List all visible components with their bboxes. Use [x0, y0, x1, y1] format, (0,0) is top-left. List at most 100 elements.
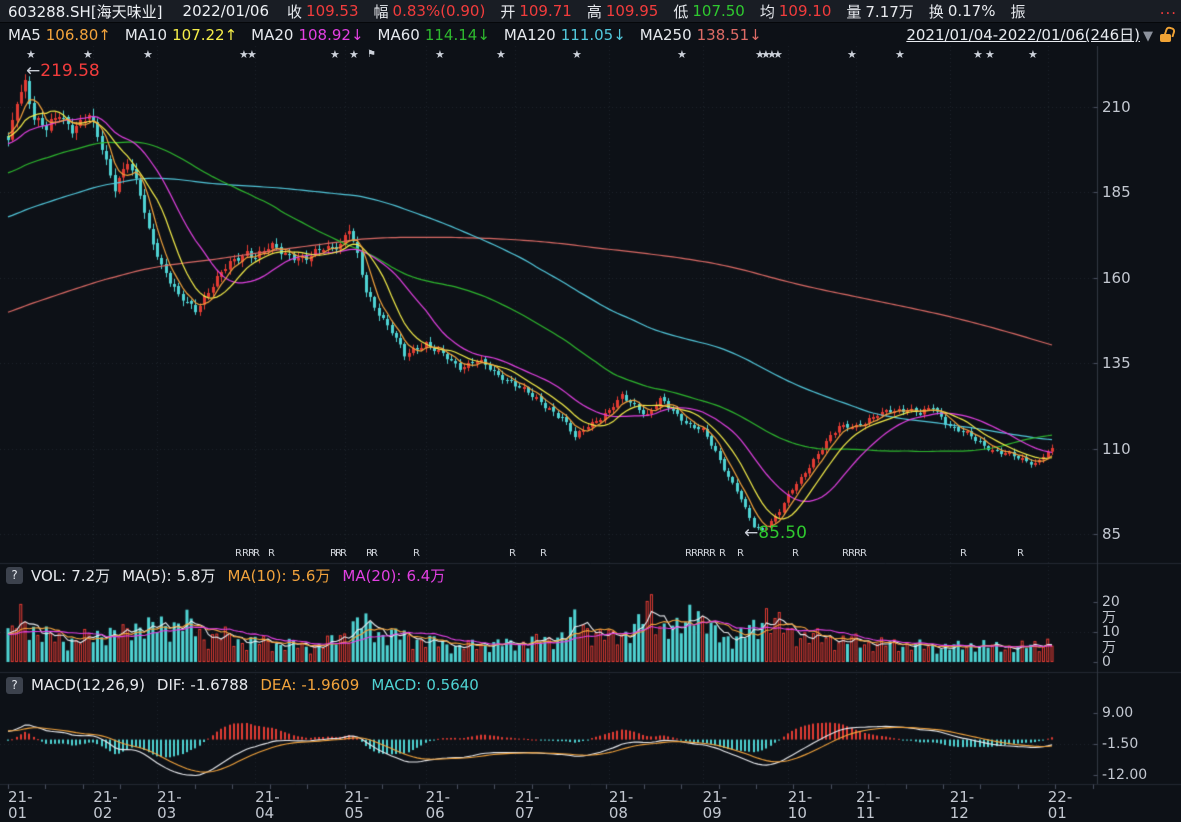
r-marker: R	[685, 548, 692, 559]
time-tick-label: 21-05	[344, 788, 370, 822]
r-marker: R	[330, 548, 337, 559]
macd-name: MACD(12,26,9)	[31, 676, 145, 694]
field-label: 均	[759, 2, 775, 21]
ma-value: 107.22↑	[172, 26, 238, 44]
star-icon: ★	[677, 48, 687, 61]
r-marker: R	[709, 548, 716, 559]
star-icon: ★	[239, 48, 249, 61]
vol-ma10-value: 5.6万	[291, 566, 331, 585]
ma-legend-item: MA60 114.14↓	[378, 26, 490, 44]
axis-tick-label: 110	[1102, 439, 1131, 458]
left-arrow-icon: ←	[744, 523, 759, 543]
ma-label: MA10	[124, 26, 168, 44]
quote-fields: 收 109.53 幅 0.83%(0.90) 开 109.71 高 109.95 低 107.50…	[287, 1, 1044, 22]
field-label: 开	[500, 2, 516, 21]
high-price-value: 219.58	[40, 61, 100, 81]
r-marker: R	[960, 548, 967, 559]
axis-tick-label: 160	[1102, 268, 1131, 287]
axis-tick-label: 185	[1102, 183, 1131, 202]
field-value: 0.17%	[947, 2, 996, 20]
quote-field: 振	[1010, 1, 1029, 22]
field-label: 低	[673, 2, 689, 21]
field-value: 109.10	[778, 2, 832, 20]
ma-legend-item: MA5 106.80↑	[8, 26, 111, 44]
quote-field: 均 109.10	[760, 1, 832, 22]
star-icon: ★	[755, 48, 765, 61]
ma-value: 114.14↓	[424, 26, 490, 44]
ma-value: 108.92↓	[298, 26, 364, 44]
axis-tick-label: 85	[1102, 525, 1122, 543]
ma-value: 111.05↓	[560, 26, 626, 44]
dea-value: -1.9609	[301, 676, 360, 694]
dif-label: DIF:	[156, 676, 186, 694]
quote-field: 量 7.17万	[846, 1, 913, 22]
field-value: 107.50	[692, 2, 745, 20]
help-icon[interactable]: ?	[6, 676, 23, 694]
star-icon: ★	[847, 48, 857, 61]
r-marker: R	[1017, 548, 1024, 559]
left-arrow-icon: ←	[26, 61, 41, 81]
ma-legend-item: MA120 111.05↓	[504, 26, 626, 44]
dea-label: DEA:	[260, 676, 297, 694]
r-marker: R	[268, 548, 275, 559]
r-marker: R	[842, 548, 849, 559]
help-icon[interactable]: ?	[6, 566, 23, 584]
r-marker: R	[366, 548, 373, 559]
chevron-down-icon[interactable]: ▼	[1143, 29, 1153, 44]
star-icon: ★	[767, 48, 777, 61]
dif-value: -1.6788	[190, 676, 249, 694]
field-value: 109.95	[605, 2, 659, 20]
ma-legend-bar: MA5 106.80↑ MA10 107.22↑ MA20 108.92↓ MA60 114.…	[0, 24, 1181, 46]
quote-field: 幅 0.83%(0.90)	[374, 1, 486, 22]
low-price-value: 85.50	[758, 523, 807, 543]
macd-label: MACD:	[371, 676, 422, 694]
volume-panel-header: ? VOL: 7.2万 MA(5): 5.8万 MA(10): 5.6万 MA(20)…	[0, 564, 1097, 586]
star-icon: ★	[973, 48, 983, 61]
star-icon: ★	[247, 48, 257, 61]
r-marker: R	[248, 548, 255, 559]
high-price-annotation: ←219.58	[26, 61, 100, 81]
field-value: 0.83%(0.90)	[392, 2, 486, 20]
ma-label: MA5	[8, 26, 41, 44]
stock-code-name: 603288.SH[海天味业]	[8, 2, 163, 21]
vol-ma20-value: 6.4万	[406, 566, 446, 585]
quote-field: 收 109.53	[287, 1, 359, 22]
field-value: 109.53	[306, 2, 359, 20]
star-icon: ★	[572, 48, 582, 61]
macd-panel-header: ? MACD(12,26,9) DIF: -1.6788 DEA: -1.9609 …	[0, 674, 1097, 696]
star-icon: ★	[895, 48, 905, 61]
r-marker: R	[509, 548, 516, 559]
time-tick-label: 21-02	[93, 788, 118, 822]
ma-label: MA120	[503, 26, 556, 44]
r-marker: R	[540, 548, 547, 559]
low-price-annotation: ←85.50	[744, 523, 807, 543]
star-icon: ★	[26, 48, 36, 61]
r-marker: R	[703, 548, 710, 559]
date-range-control[interactable]: 2021/01/04-2022/01/06(246日) ▼	[906, 24, 1153, 46]
r-marker: R	[335, 548, 342, 559]
r-marker: R	[719, 548, 726, 559]
ma-label: MA60	[377, 26, 420, 44]
star-icon: ★	[773, 48, 783, 61]
star-icon: ★	[83, 48, 93, 61]
macd-value: 0.5640	[426, 676, 479, 694]
ma-legend-item: MA10 107.22↑	[125, 26, 237, 44]
quote-date: 2022/01/06	[182, 2, 270, 20]
axis-tick-label: 135	[1102, 354, 1131, 373]
ma-label: MA250	[639, 26, 692, 44]
vol-value: 7.2万	[71, 566, 111, 585]
time-tick-label: 21-12	[949, 788, 975, 822]
quote-header-bar: 603288.SH[海天味业] 2022/01/06 收 109.53 幅 0.83%…	[0, 0, 1181, 23]
star-icon: ★	[1028, 48, 1038, 61]
time-tick-label: 21-09	[702, 788, 728, 822]
r-marker: R	[737, 548, 744, 559]
date-range-text[interactable]: 2021/01/04-2022/01/06(246日)	[906, 26, 1140, 44]
quote-field: 开 109.71	[500, 1, 572, 22]
axis-tick-label: -1.50	[1102, 736, 1139, 752]
quote-field: 高 109.95	[587, 1, 659, 22]
vol-ma10-label: MA(10):	[227, 566, 287, 585]
unlock-icon[interactable]	[1160, 25, 1177, 43]
quote-field: 换 0.17%	[929, 1, 996, 22]
axis-tick-label: -12.00	[1102, 767, 1148, 783]
